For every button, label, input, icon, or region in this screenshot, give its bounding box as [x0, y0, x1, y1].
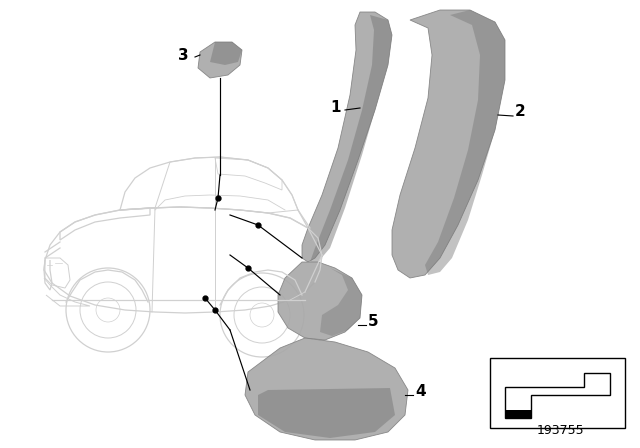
- Polygon shape: [210, 42, 242, 65]
- Text: 5: 5: [368, 314, 379, 329]
- Polygon shape: [198, 42, 242, 78]
- Polygon shape: [320, 268, 362, 336]
- Text: 1: 1: [330, 100, 340, 116]
- Polygon shape: [245, 338, 408, 440]
- Polygon shape: [258, 388, 395, 438]
- Text: 2: 2: [515, 104, 525, 120]
- Text: 4: 4: [415, 384, 426, 400]
- Polygon shape: [278, 262, 362, 340]
- Polygon shape: [302, 12, 392, 262]
- Text: 193755: 193755: [536, 423, 584, 436]
- Bar: [490, 358, 625, 428]
- Polygon shape: [310, 15, 392, 262]
- Polygon shape: [425, 10, 505, 275]
- Polygon shape: [392, 10, 505, 278]
- Text: 3: 3: [178, 47, 189, 63]
- Polygon shape: [505, 410, 531, 418]
